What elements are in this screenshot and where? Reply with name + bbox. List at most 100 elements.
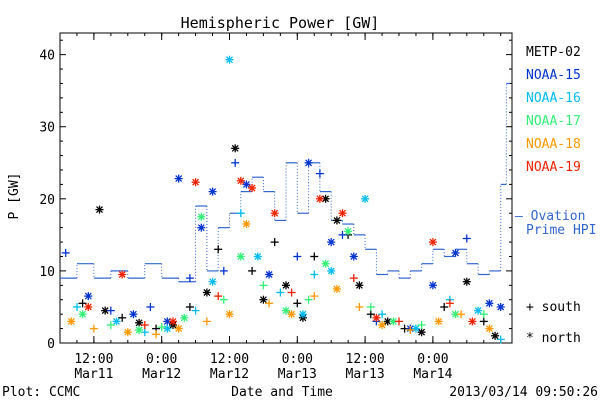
data-point-north <box>208 277 217 286</box>
data-point-south <box>236 209 245 218</box>
data-point-north <box>253 252 262 261</box>
data-point-south <box>185 303 194 311</box>
x-tick-date-label: Mar12 <box>142 367 181 382</box>
legend-entry: NOAA-15 <box>526 68 581 83</box>
data-point-south <box>265 299 274 308</box>
data-point-south <box>304 295 313 304</box>
data-point-south <box>479 317 488 326</box>
data-point-south <box>310 292 319 301</box>
data-point-north <box>248 184 257 192</box>
data-point-north <box>129 310 138 319</box>
data-point-south <box>406 326 415 334</box>
data-point-south <box>293 252 302 261</box>
data-point-north <box>287 310 296 319</box>
x-axis-label: Date and Time <box>231 385 333 400</box>
data-point-north <box>118 270 127 279</box>
data-point-north <box>496 303 505 311</box>
data-point-north <box>202 288 211 297</box>
x-tick-date-label: Mar13 <box>346 367 385 382</box>
x-tick-time-label: 12:00 <box>74 352 113 367</box>
data-point-north <box>378 321 387 329</box>
x-tick-time-label: 0:00 <box>146 352 177 367</box>
data-point-north <box>451 248 460 257</box>
data-point-north <box>491 331 500 340</box>
data-point-north <box>242 180 251 189</box>
data-point-south <box>146 303 155 311</box>
x-tick-date-label: Mar13 <box>278 367 317 382</box>
legend-north-marker: * north <box>526 331 581 346</box>
data-point-north <box>417 328 426 337</box>
y-tick-label: 20 <box>39 193 55 208</box>
data-point-south <box>270 238 279 247</box>
data-point-south <box>78 299 87 308</box>
data-point-north <box>298 310 307 319</box>
data-point-north <box>428 238 437 247</box>
data-point-north <box>485 299 494 308</box>
data-point-south <box>231 158 240 167</box>
data-point-south <box>366 303 375 311</box>
data-point-south <box>106 306 115 315</box>
data-point-north <box>225 310 234 319</box>
data-point-north <box>67 317 76 326</box>
data-point-north <box>197 212 206 221</box>
plot-frame <box>59 32 513 344</box>
data-point-north <box>174 174 183 183</box>
data-point-north <box>389 317 398 326</box>
hpi-line-layer <box>60 82 510 283</box>
data-point-south <box>479 310 488 319</box>
data-point-south <box>61 248 70 257</box>
legend-entry: NOAA-18 <box>526 137 581 152</box>
data-point-north <box>169 317 177 326</box>
data-point-north <box>78 310 87 319</box>
data-point-south <box>276 288 285 297</box>
data-point-north <box>344 227 353 236</box>
legend-entry: NOAA-17 <box>526 114 581 129</box>
y-tick-label: 0 <box>47 337 55 352</box>
data-point-south <box>338 230 347 239</box>
data-point-north <box>315 194 324 203</box>
data-point-south <box>355 303 364 311</box>
legend: METP-02 NOAA-15 NOAA-16 NOAA-17 NOAA-18 NOAA-… <box>515 45 596 346</box>
data-point-north <box>327 266 336 275</box>
data-points-layer <box>61 55 505 344</box>
data-point-south <box>349 274 358 283</box>
data-point-south <box>191 306 200 315</box>
data-point-south <box>73 303 81 311</box>
plot-timestamp: 2013/03/14 09:50:26 <box>449 385 598 400</box>
data-point-north <box>338 209 347 218</box>
y-axis-label: P [GW] <box>7 173 22 220</box>
legend-hpi-line2: Prime HPI <box>526 223 596 238</box>
data-point-south <box>366 310 375 319</box>
legend-south-marker: + south <box>526 300 581 315</box>
x-tick-time-label: 12:00 <box>210 352 249 367</box>
data-point-north <box>208 187 217 196</box>
data-point-north <box>474 306 483 315</box>
x-tick-time-label: 12:00 <box>346 352 385 367</box>
data-point-north <box>242 220 251 228</box>
data-point-north <box>191 178 200 187</box>
data-point-north <box>112 317 121 326</box>
data-point-north <box>225 55 234 64</box>
data-point-south <box>287 288 296 297</box>
y-tick-label: 10 <box>39 265 55 280</box>
plot-axes: 01020304012:00Mar110:00Mar1212:00Mar120:… <box>39 32 513 382</box>
data-point-north <box>332 216 341 225</box>
data-point-south <box>310 270 319 279</box>
data-point-south <box>214 245 223 254</box>
data-point-south <box>378 310 387 319</box>
data-point-north <box>282 306 290 315</box>
data-point-south <box>214 292 223 301</box>
data-point-south <box>496 335 505 344</box>
chart-title: Hemispheric Power [GW] <box>181 14 380 32</box>
data-point-south <box>118 313 127 322</box>
data-point-north <box>372 313 381 322</box>
data-point-north <box>349 252 358 261</box>
data-point-north <box>327 238 336 247</box>
data-point-south <box>445 299 454 308</box>
data-point-south <box>202 317 211 326</box>
data-point-south <box>219 266 228 275</box>
data-point-north <box>468 317 477 326</box>
x-tick-time-label: 0:00 <box>417 352 448 367</box>
legend-entry: NOAA-16 <box>526 91 581 106</box>
